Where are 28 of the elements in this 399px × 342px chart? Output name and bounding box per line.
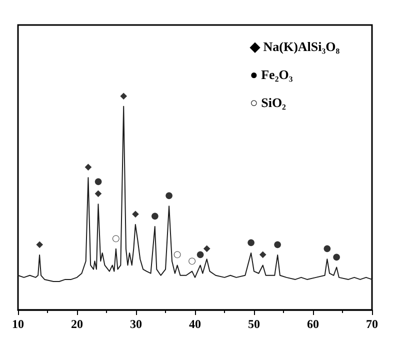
annotation: ◆ bbox=[94, 189, 102, 200]
annotation: ◆ bbox=[120, 91, 128, 102]
x-tick-label: 20 bbox=[71, 317, 83, 331]
annotation: ● bbox=[150, 212, 159, 222]
x-tick-label: 60 bbox=[307, 317, 319, 331]
annotation: ◆ bbox=[203, 244, 210, 254]
x-tick-label: 70 bbox=[366, 317, 378, 331]
x-tick-label: 30 bbox=[130, 317, 142, 331]
text: ● Fe₂O₃ bbox=[250, 67, 293, 82]
annotation: ● bbox=[274, 240, 282, 250]
annotation: ● bbox=[165, 191, 174, 202]
annotation: ● bbox=[332, 252, 341, 262]
annotation: ◆ bbox=[132, 210, 139, 220]
annotation: ● bbox=[323, 244, 332, 254]
annotation: ◆ bbox=[36, 240, 44, 250]
x-tick-label: 40 bbox=[189, 317, 201, 331]
annotation: ○ bbox=[188, 256, 196, 266]
annotation: ● bbox=[94, 177, 102, 188]
annotation: ● bbox=[247, 238, 256, 248]
text: ◆ Na(K)AlSi₃O₈ bbox=[249, 39, 340, 54]
annotation: ○ bbox=[112, 234, 120, 244]
annotation: ○ SiO₂ bbox=[250, 95, 286, 110]
annotation: ◆ bbox=[84, 162, 92, 173]
annotation: ● bbox=[196, 250, 204, 260]
annotation: ○ bbox=[173, 250, 182, 260]
annotation: ◆ bbox=[259, 250, 266, 260]
x-tick-label: 10 bbox=[12, 317, 24, 331]
x-tick-label: 50 bbox=[248, 317, 260, 331]
